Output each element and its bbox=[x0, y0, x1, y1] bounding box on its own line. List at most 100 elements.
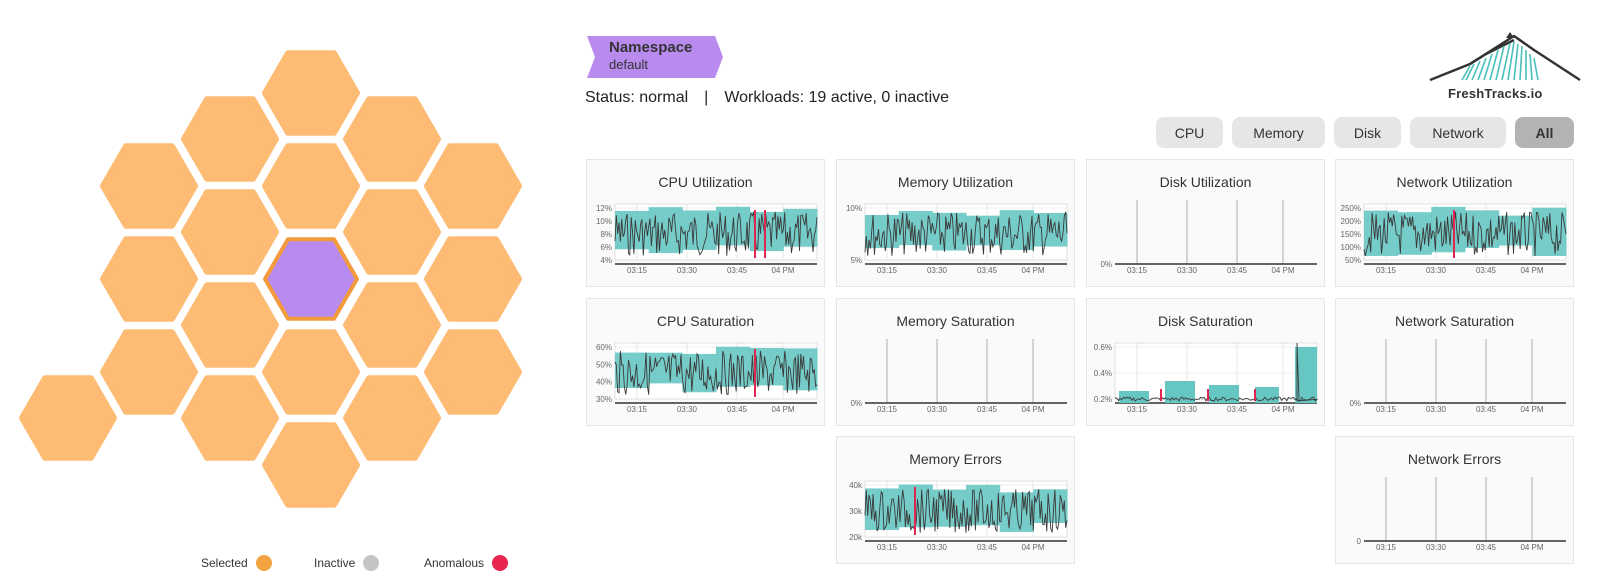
panel-chart: 0.6% 0.4% 0.2% 03:15 03:30 03:45 04 PM bbox=[1094, 342, 1319, 414]
filter-network-button[interactable]: Network bbox=[1410, 117, 1506, 148]
panel-network-saturation[interactable]: Network Saturation 0% 03:15 03:30 03:45 04 P… bbox=[1335, 298, 1574, 426]
y-tick-label: 0.2% bbox=[1094, 395, 1112, 404]
status-text: Status: normal bbox=[585, 89, 689, 106]
x-tick-label: 03:15 bbox=[877, 405, 898, 414]
x-tick-label: 03:15 bbox=[877, 266, 898, 275]
y-tick-label: 8% bbox=[600, 230, 612, 239]
workload-hex[interactable] bbox=[343, 189, 441, 275]
x-tick-label: 04 PM bbox=[1271, 266, 1294, 275]
status-line: Status: normal | Workloads: 19 active, 0… bbox=[585, 89, 949, 107]
workload-hex[interactable] bbox=[100, 143, 198, 229]
expected-band bbox=[648, 207, 683, 254]
panel-chart: 12% 10% 8% 6% 4% 03:15 03:30 03:45 04 PM bbox=[596, 203, 818, 275]
workload-hex[interactable] bbox=[19, 375, 117, 461]
workload-hex[interactable] bbox=[181, 189, 279, 275]
filter-all-button[interactable]: All bbox=[1515, 117, 1574, 148]
workload-hex[interactable] bbox=[343, 375, 441, 461]
x-tick-label: 03:30 bbox=[927, 543, 948, 552]
x-tick-label: 03:45 bbox=[977, 543, 998, 552]
legend-inactive-dot bbox=[363, 555, 380, 571]
x-tick-label: 03:45 bbox=[1476, 543, 1497, 552]
logo-text: FreshTracks.io bbox=[1448, 86, 1543, 101]
x-tick-label: 03:45 bbox=[1227, 405, 1248, 414]
workload-hex[interactable] bbox=[343, 282, 441, 368]
panel-memory-utilization[interactable]: Memory Utilization 10% 5% 03:15 03:30 03:45 0… bbox=[836, 159, 1075, 287]
x-tick-label: 03:30 bbox=[677, 405, 698, 414]
x-tick-label: 03:15 bbox=[1376, 405, 1397, 414]
panel-title: Memory Utilization bbox=[897, 174, 1014, 190]
y-tick-label: 10% bbox=[596, 217, 612, 226]
namespace-title: Namespace bbox=[609, 39, 693, 56]
workload-hex[interactable] bbox=[262, 329, 360, 415]
y-tick-label: 60% bbox=[596, 343, 612, 352]
panel-title: Memory Saturation bbox=[896, 313, 1015, 329]
y-tick-label: 0.6% bbox=[1094, 343, 1112, 352]
series-line bbox=[614, 350, 818, 395]
panel-memory-errors[interactable]: Memory Errors 40k 30k 20k 03:15 03:30 03:45 04… bbox=[836, 436, 1075, 564]
series-line bbox=[1363, 211, 1567, 257]
panel-cpu-utilization[interactable]: CPU Utilization 12% 10% 8% 6% 4% 03:15 03:30 03… bbox=[586, 159, 825, 287]
x-tick-label: 03:30 bbox=[927, 405, 948, 414]
workload-hex[interactable] bbox=[262, 422, 360, 508]
y-tick-label: 0 bbox=[1357, 537, 1362, 546]
series-line bbox=[1114, 342, 1319, 402]
y-tick-label: 40k bbox=[849, 481, 863, 490]
filter-cpu-button[interactable]: CPU bbox=[1156, 117, 1223, 148]
x-tick-label: 04 PM bbox=[1021, 405, 1044, 414]
x-tick-label: 03:45 bbox=[727, 266, 748, 275]
workload-hex-selected[interactable] bbox=[263, 237, 359, 321]
x-tick-label: 03:15 bbox=[1127, 405, 1148, 414]
legend-selected: Selected bbox=[201, 555, 272, 571]
filter-disk-button[interactable]: Disk bbox=[1334, 117, 1401, 148]
y-tick-label: 50% bbox=[596, 360, 612, 369]
x-tick-label: 03:15 bbox=[877, 543, 898, 552]
workload-hex[interactable] bbox=[424, 143, 522, 229]
series-line bbox=[864, 487, 1068, 533]
workload-hex[interactable] bbox=[181, 282, 279, 368]
y-tick-label: 200% bbox=[1341, 217, 1361, 226]
workload-hex[interactable] bbox=[424, 236, 522, 322]
workload-hex-map bbox=[19, 50, 522, 508]
panel-network-utilization[interactable]: Network Utilization 250% 200% 150% 100% 50% 0… bbox=[1335, 159, 1574, 287]
workload-hex[interactable] bbox=[424, 329, 522, 415]
panel-memory-saturation[interactable]: Memory Saturation 0% 03:15 03:30 03:45 04 PM bbox=[836, 298, 1075, 426]
x-tick-label: 03:45 bbox=[977, 405, 998, 414]
panel-disk-utilization[interactable]: Disk Utilization 0% 03:15 03:30 03:45 04 PM bbox=[1086, 159, 1325, 287]
filter-memory-button[interactable]: Memory bbox=[1232, 117, 1325, 148]
x-tick-label: 03:45 bbox=[1476, 405, 1497, 414]
expected-band bbox=[1397, 212, 1432, 255]
x-tick-label: 03:30 bbox=[1426, 405, 1447, 414]
x-tick-label: 04 PM bbox=[1271, 405, 1294, 414]
workload-hex[interactable] bbox=[181, 96, 279, 182]
series-line bbox=[864, 211, 1068, 256]
workload-hex[interactable] bbox=[100, 236, 198, 322]
x-tick-label: 03:45 bbox=[727, 405, 748, 414]
workloads-text: Workloads: 19 active, 0 inactive bbox=[724, 89, 950, 106]
workload-hex[interactable] bbox=[343, 96, 441, 182]
mountain-logo-icon bbox=[1429, 32, 1581, 82]
panel-disk-saturation[interactable]: Disk Saturation 0.6% 0.4% 0.2% 03:15 03:30 03… bbox=[1086, 298, 1325, 426]
metric-filter-bar: CPU Memory Disk Network All bbox=[1156, 117, 1574, 148]
y-tick-label: 6% bbox=[600, 243, 612, 252]
x-tick-label: 03:15 bbox=[627, 405, 648, 414]
workload-hex[interactable] bbox=[100, 329, 198, 415]
x-tick-label: 03:30 bbox=[677, 266, 698, 275]
panel-title: Network Utilization bbox=[1396, 174, 1513, 190]
panel-network-errors[interactable]: Network Errors 0 03:15 03:30 03:45 04 PM bbox=[1335, 436, 1574, 564]
workload-hex[interactable] bbox=[262, 50, 360, 136]
y-tick-label: 0% bbox=[1349, 399, 1361, 408]
x-tick-label: 03:15 bbox=[1127, 266, 1148, 275]
y-tick-label: 40% bbox=[596, 378, 612, 387]
workload-hex[interactable] bbox=[262, 143, 360, 229]
workload-hex[interactable] bbox=[181, 375, 279, 461]
y-tick-label: 5% bbox=[850, 256, 862, 265]
panel-chart: 0 03:15 03:30 03:45 04 PM bbox=[1357, 477, 1566, 552]
legend-inactive-label: Inactive bbox=[314, 556, 356, 570]
y-tick-label: 100% bbox=[1341, 243, 1361, 252]
legend-anomalous: Anomalous bbox=[424, 555, 509, 571]
legend-selected-dot bbox=[255, 555, 272, 571]
x-tick-label: 04 PM bbox=[1520, 266, 1543, 275]
panel-cpu-saturation[interactable]: CPU Saturation 60% 50% 40% 30% 03:15 03:30 03:… bbox=[586, 298, 825, 426]
x-tick-label: 04 PM bbox=[1520, 405, 1543, 414]
y-tick-label: 10% bbox=[846, 204, 862, 213]
